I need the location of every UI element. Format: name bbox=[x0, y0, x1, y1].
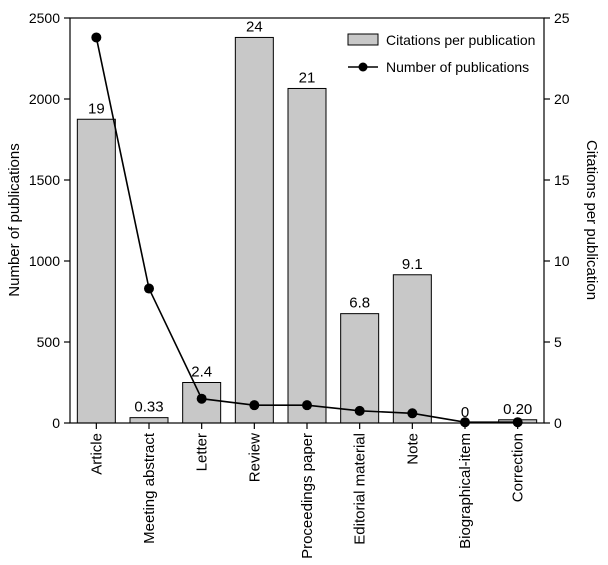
legend-line-label: Number of publications bbox=[386, 59, 529, 75]
bar-value-label: 24 bbox=[246, 18, 263, 35]
bar-review bbox=[234, 36, 274, 424]
bar-note bbox=[392, 274, 432, 424]
legend: Citations per publication Number of publ… bbox=[347, 32, 535, 75]
right-tick-label: 20 bbox=[554, 91, 570, 107]
bar-value-label: 6.8 bbox=[349, 295, 370, 312]
publications-point-article bbox=[91, 32, 102, 43]
legend-bar-label: Citations per publication bbox=[386, 32, 535, 48]
bar-labels-layer: 19 0.33 2.4 24 21 6.8 9.1 0 0.20 bbox=[88, 18, 532, 421]
bar-value-label: 9.1 bbox=[402, 256, 423, 273]
publications-point-proceedings-paper bbox=[302, 400, 312, 411]
category-label: Note bbox=[404, 433, 421, 465]
category-label: Meeting abstract bbox=[141, 432, 158, 544]
bar-value-label: 0.33 bbox=[134, 399, 163, 416]
bar-value-label: 0.20 bbox=[503, 401, 532, 418]
right-tick-label: 0 bbox=[554, 415, 562, 431]
bar-value-label: 21 bbox=[299, 69, 316, 86]
left-tick-label: 2500 bbox=[29, 10, 60, 26]
bar-editorial-material bbox=[340, 313, 380, 424]
bar-article bbox=[76, 118, 116, 424]
right-axis-ticks: 0 5 10 15 20 25 bbox=[544, 10, 570, 431]
right-tick-label: 25 bbox=[554, 10, 570, 26]
left-tick-label: 1000 bbox=[29, 253, 60, 269]
category-label: Proceedings paper bbox=[299, 433, 316, 559]
publications-point-letter bbox=[196, 393, 207, 404]
left-tick-label: 1500 bbox=[29, 172, 60, 188]
right-axis-label: Citations per publication bbox=[583, 140, 600, 300]
right-tick-label: 10 bbox=[554, 253, 570, 269]
right-tick-label: 5 bbox=[554, 334, 562, 350]
bar-value-label: 0 bbox=[461, 404, 469, 421]
category-labels: Article Meeting abstract Letter Review Proce… bbox=[88, 423, 527, 559]
bars-layer bbox=[76, 36, 538, 424]
left-axis-ticks: 0 500 1000 1500 2000 2500 bbox=[29, 10, 70, 431]
publications-point-editorial-material bbox=[354, 405, 365, 416]
bar-meeting-abstract bbox=[129, 417, 169, 424]
bar-proceedings-paper bbox=[287, 87, 327, 424]
category-label: Review bbox=[246, 433, 263, 482]
legend-bar-swatch bbox=[347, 33, 379, 46]
line-layer bbox=[91, 32, 523, 428]
publications-point-meeting-abstract bbox=[144, 283, 154, 294]
category-label: Letter bbox=[194, 433, 211, 471]
category-label: Correction bbox=[510, 433, 527, 502]
publications-point-note bbox=[407, 408, 418, 419]
publications-point-review bbox=[249, 400, 260, 411]
bar-value-label: 19 bbox=[88, 100, 105, 117]
category-label: Biographical-item bbox=[457, 433, 474, 549]
publications-point-correction bbox=[512, 417, 523, 428]
left-tick-label: 500 bbox=[37, 334, 61, 350]
left-tick-label: 0 bbox=[52, 415, 60, 431]
category-label: Article bbox=[88, 433, 105, 475]
left-tick-label: 2000 bbox=[29, 91, 60, 107]
publications-point-biographical-item bbox=[460, 417, 470, 428]
category-label: Editorial material bbox=[352, 433, 369, 545]
bar-value-label: 2.4 bbox=[191, 364, 212, 381]
right-tick-label: 15 bbox=[554, 172, 570, 188]
left-axis-label: Number of publications bbox=[6, 143, 23, 296]
legend-line-marker bbox=[358, 62, 368, 72]
